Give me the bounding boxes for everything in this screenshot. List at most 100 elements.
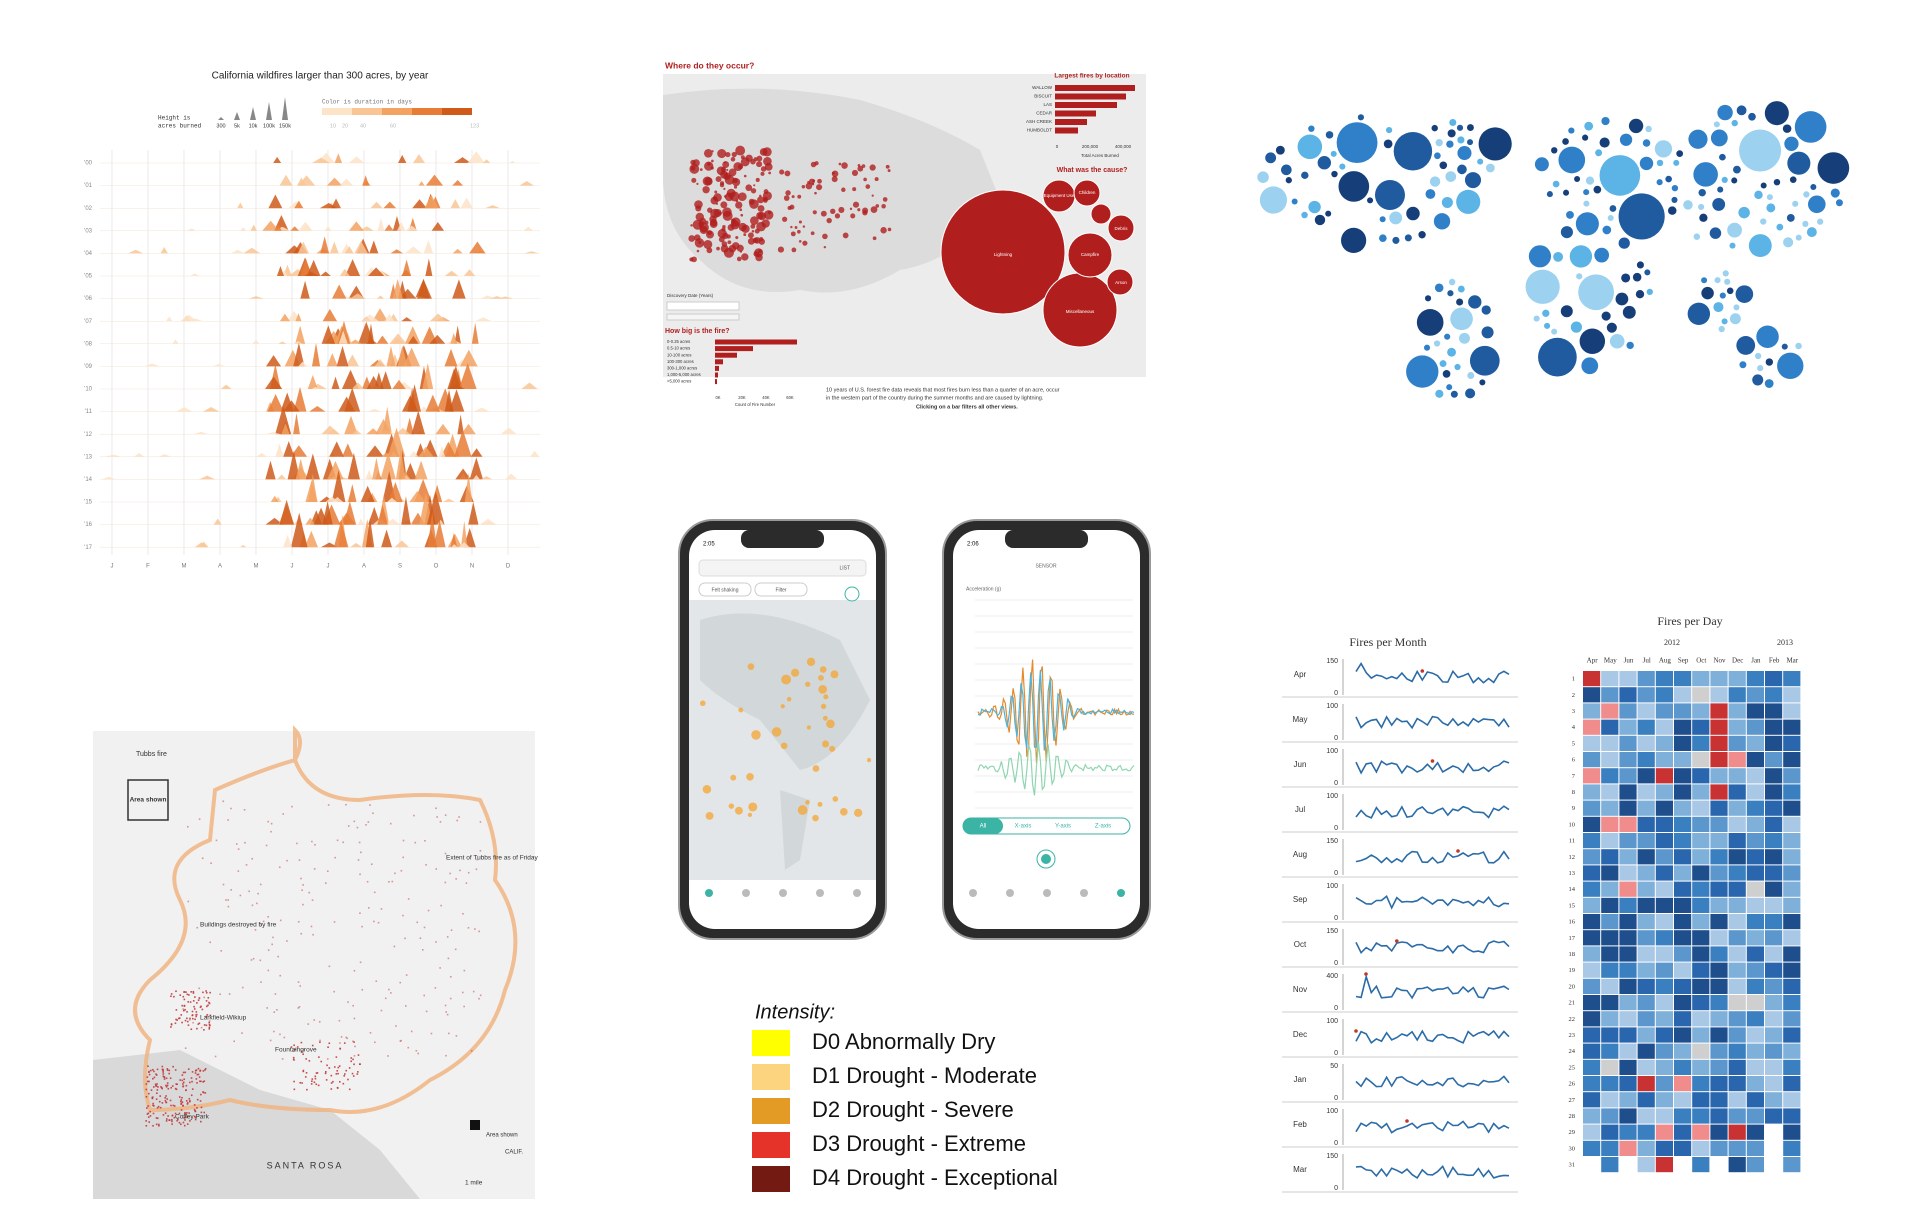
ridge-peak xyxy=(248,296,264,299)
ridge-peak xyxy=(240,545,247,548)
bubble xyxy=(1636,261,1644,269)
ridge-peak xyxy=(461,520,468,548)
fire-dot xyxy=(731,151,737,158)
day-cell xyxy=(1637,914,1655,930)
label: 0 xyxy=(1334,915,1338,922)
destroyed-building xyxy=(354,1045,356,1048)
sparkline xyxy=(1355,973,1510,1000)
destroyed-building xyxy=(207,997,210,999)
destroyed-building xyxy=(208,1028,211,1030)
day-cell xyxy=(1583,719,1601,735)
day-cell xyxy=(1619,1027,1637,1043)
day-cell xyxy=(1692,1108,1710,1124)
ridge-peak xyxy=(326,353,338,367)
day-cell xyxy=(1692,930,1710,946)
label: All xyxy=(980,824,987,830)
bubble xyxy=(1766,194,1773,201)
destroyed-building xyxy=(373,920,375,923)
bubble xyxy=(1688,129,1708,149)
day-cell xyxy=(1674,930,1692,946)
fire-dot xyxy=(711,150,714,153)
urban xyxy=(93,1050,420,1199)
bubble xyxy=(1433,213,1451,230)
destroyed-building xyxy=(313,868,316,870)
ridge-peak xyxy=(160,246,168,254)
day-cell xyxy=(1619,1108,1637,1124)
legend-swatch xyxy=(752,1098,790,1124)
ridge-peak xyxy=(128,249,144,254)
ridge-peak xyxy=(474,317,492,322)
destroyed-building xyxy=(402,856,405,859)
largest-bar xyxy=(1055,127,1078,134)
day-cell xyxy=(1601,768,1619,784)
day-cell xyxy=(1619,752,1637,768)
day-cell xyxy=(1601,946,1619,962)
label: in the western part of the country durin… xyxy=(826,395,1044,401)
day-cell xyxy=(1728,897,1746,913)
ridge-peak xyxy=(500,427,517,435)
day-cell xyxy=(1783,752,1801,768)
quake-dot xyxy=(822,715,828,721)
bubble xyxy=(1424,344,1431,351)
ridge-peak xyxy=(290,445,308,457)
destroyed-building xyxy=(196,926,199,929)
ridge-peak xyxy=(280,392,294,412)
ridge-peak xyxy=(285,245,304,254)
destroyed-building xyxy=(209,991,211,994)
fire-dot xyxy=(709,218,718,227)
ridge-peak xyxy=(357,518,364,525)
destroyed-building xyxy=(434,987,437,989)
fire-dot xyxy=(841,162,848,169)
label: Debris xyxy=(1114,226,1128,231)
destroyed-building xyxy=(352,1075,355,1077)
label: 100 xyxy=(1326,1108,1338,1115)
ridge-peak xyxy=(435,423,451,435)
day-cell xyxy=(1637,719,1655,735)
bubble xyxy=(1551,328,1558,335)
day-cell xyxy=(1710,1108,1728,1124)
bubble xyxy=(1336,122,1378,164)
label: Feb xyxy=(1293,1120,1307,1129)
destroyed-building xyxy=(190,991,192,993)
destroyed-building xyxy=(252,957,255,960)
destroyed-building xyxy=(335,1056,338,1058)
day-cell xyxy=(1765,752,1783,768)
bubble xyxy=(1644,269,1651,276)
label: Fountaingrove xyxy=(275,1047,317,1054)
ridge-peak xyxy=(345,259,361,276)
day-cell xyxy=(1765,930,1783,946)
destroyed-building xyxy=(256,902,258,905)
bubble xyxy=(1584,121,1594,131)
bubble xyxy=(1331,170,1338,178)
label: '15 xyxy=(84,500,92,506)
fire-dot xyxy=(810,161,817,168)
destroyed-building xyxy=(300,932,303,935)
label: 18 xyxy=(1569,951,1576,958)
tab-icon xyxy=(969,889,977,897)
ridge-peak xyxy=(444,348,458,367)
destroyed-building xyxy=(148,1073,151,1076)
fire-dot xyxy=(863,177,867,182)
fire-dot xyxy=(841,187,846,193)
destroyed-building xyxy=(191,1088,194,1090)
bubble xyxy=(1552,180,1560,188)
bubble xyxy=(1551,147,1558,154)
bubble xyxy=(1622,305,1636,319)
destroyed-building xyxy=(179,1079,181,1081)
destroyed-building xyxy=(359,912,361,914)
bubble xyxy=(1525,269,1560,304)
fire-dot xyxy=(838,162,842,166)
label: '05 xyxy=(84,274,92,280)
destroyed-building xyxy=(241,1032,243,1034)
destroyed-building xyxy=(180,1123,182,1126)
day-cell xyxy=(1746,1027,1764,1043)
day-cell xyxy=(1692,1092,1710,1108)
destroyed-building xyxy=(182,1008,185,1010)
destroyed-building xyxy=(237,870,240,872)
bubble xyxy=(1534,157,1549,172)
fire-dot xyxy=(732,178,741,187)
destroyed-building xyxy=(174,1069,177,1071)
destroyed-building xyxy=(172,1104,175,1107)
destroyed-building xyxy=(175,1009,178,1011)
ridge-peak xyxy=(530,450,540,457)
